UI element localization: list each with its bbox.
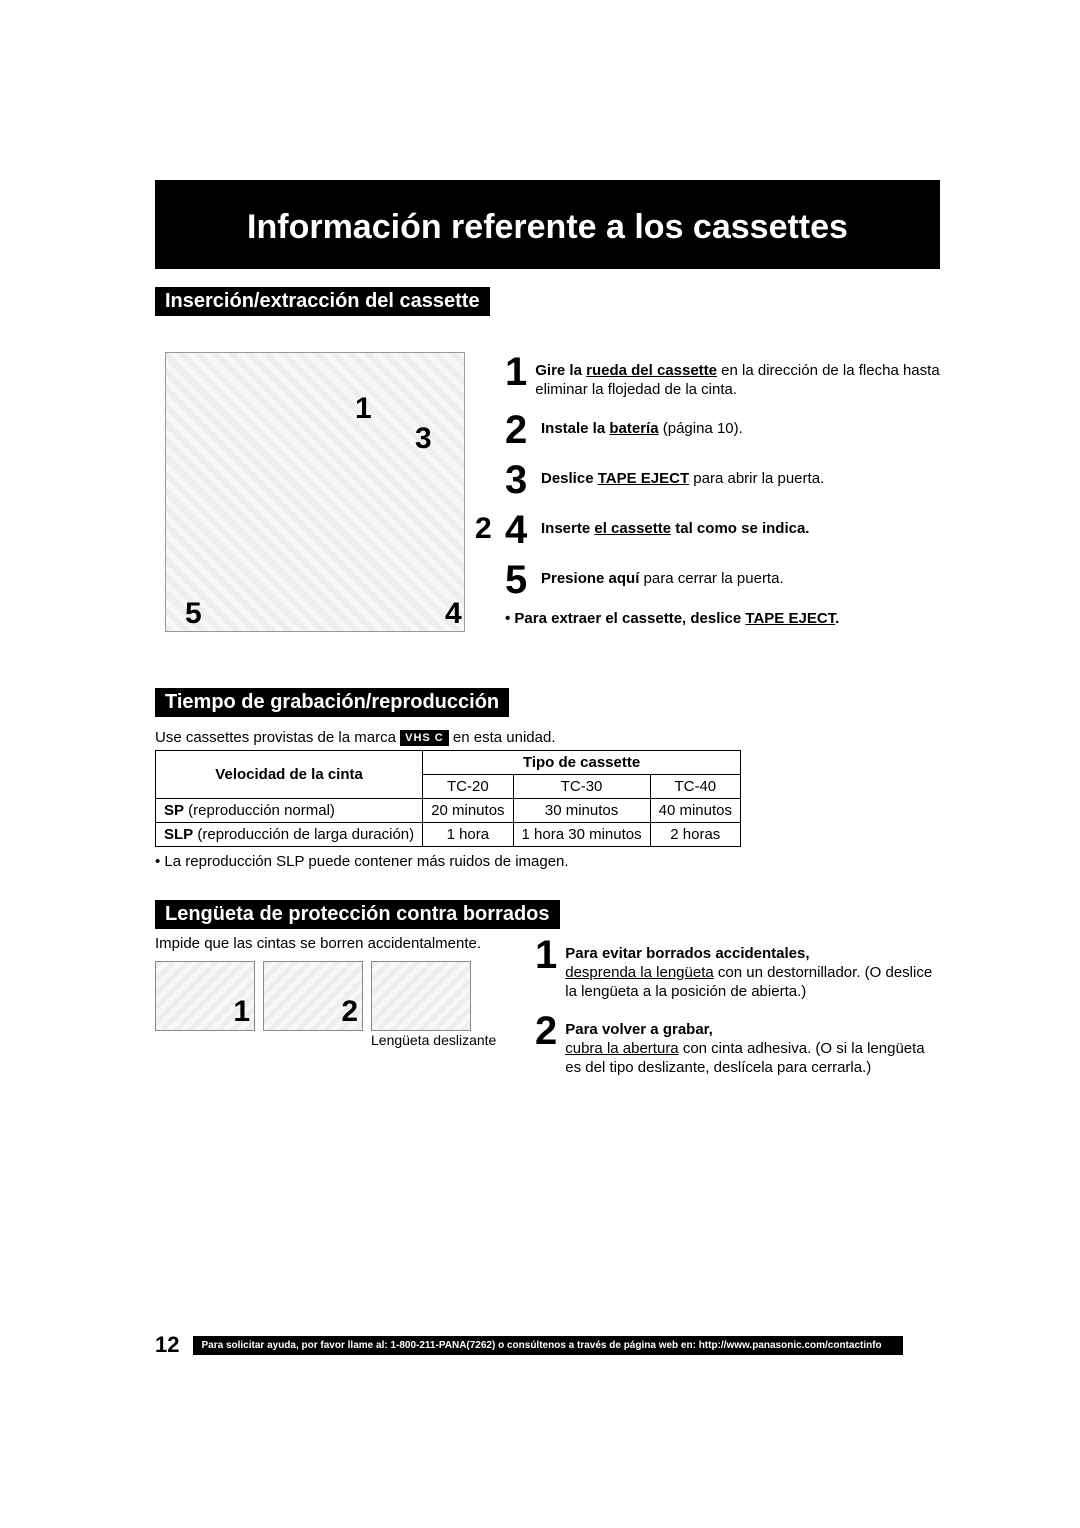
extract-note-post: . bbox=[835, 610, 839, 627]
section3-left: Impide que las cintas se borren accident… bbox=[155, 935, 515, 1088]
step-text: Instale la batería (página 10). bbox=[541, 410, 743, 450]
step-underline: batería bbox=[609, 420, 658, 437]
step-number: 3 bbox=[505, 460, 533, 500]
table-col-group: Tipo de cassette bbox=[423, 751, 741, 775]
cell: 40 minutos bbox=[650, 799, 740, 823]
step-number: 5 bbox=[505, 560, 533, 600]
table-row: SLP (reproducción de larga duración) 1 h… bbox=[156, 823, 741, 847]
step-lead: Presione aquí bbox=[541, 570, 639, 587]
step-number: 2 bbox=[535, 1011, 557, 1077]
cell: 1 hora bbox=[423, 823, 513, 847]
vhsc-logo: VHS C bbox=[400, 730, 449, 746]
callout-1: 1 bbox=[355, 392, 372, 426]
cassette-num-1: 1 bbox=[233, 994, 250, 1030]
page-title-banner: Información referente a los cassettes bbox=[155, 180, 940, 269]
step-underline: desprenda la lengüeta bbox=[565, 964, 713, 981]
callout-3: 3 bbox=[415, 422, 432, 456]
step-text: Para evitar borrados accidentales, despr… bbox=[565, 935, 940, 1001]
camcorder-illustration bbox=[165, 352, 465, 632]
step-2: 2 Instale la batería (página 10). bbox=[505, 410, 940, 450]
page-footer: 12 Para solicitar ayuda, por favor llame… bbox=[155, 1332, 903, 1358]
recording-time-table: Velocidad de la cinta Tipo de cassette T… bbox=[155, 750, 741, 847]
step-bold: Para evitar borrados accidentales, bbox=[565, 945, 809, 962]
intro-pre: Use cassettes provistas de la marca bbox=[155, 729, 400, 746]
cell: 1 hora 30 minutos bbox=[513, 823, 650, 847]
step-number: 1 bbox=[535, 935, 557, 1001]
section-insert-extract: Inserción/extracción del cassette 1 3 2 … bbox=[155, 279, 940, 662]
camcorder-diagram: 1 3 2 4 5 bbox=[155, 322, 505, 662]
row-label: SLP (reproducción de larga duración) bbox=[156, 823, 423, 847]
section3-steps: 1 Para evitar borrados accidentales, des… bbox=[515, 935, 940, 1088]
step-underline: el cassette bbox=[594, 520, 671, 537]
step-bold: Para volver a grabar, bbox=[565, 1021, 713, 1038]
section-recording-time: Tiempo de grabación/reproducción Use cas… bbox=[155, 680, 940, 870]
step-number: 1 bbox=[505, 352, 527, 400]
step-lead: Gire la bbox=[535, 362, 586, 379]
step-underline: rueda del cassette bbox=[586, 362, 717, 379]
cell: 30 minutos bbox=[513, 799, 650, 823]
cassette-num-2: 2 bbox=[341, 994, 358, 1030]
cassette-illustration-3: Lengüeta deslizante bbox=[371, 961, 496, 1048]
cassette-caption: Lengüeta deslizante bbox=[371, 1033, 496, 1048]
extract-note-u: TAPE EJECT bbox=[745, 610, 835, 627]
step-rest: (página 10). bbox=[659, 420, 743, 437]
protect-step-1: 1 Para evitar borrados accidentales, des… bbox=[535, 935, 940, 1001]
step-4: 4 Inserte el cassette tal como se indica… bbox=[505, 510, 940, 550]
step-text: Presione aquí para cerrar la puerta. bbox=[541, 560, 784, 600]
step-text: Gire la rueda del cassette en la direcci… bbox=[535, 352, 940, 400]
callout-4: 4 bbox=[445, 597, 462, 631]
extract-note: • Para extraer el cassette, deslice TAPE… bbox=[505, 610, 940, 629]
table-row: SP (reproducción normal) 20 minutos 30 m… bbox=[156, 799, 741, 823]
intro-post: en esta unidad. bbox=[453, 729, 556, 746]
cassette-illustration-1: 1 bbox=[155, 961, 255, 1048]
callout-5: 5 bbox=[185, 597, 202, 631]
step-1: 1 Gire la rueda del cassette en la direc… bbox=[505, 352, 940, 400]
table-intro: Use cassettes provistas de la marca VHS … bbox=[155, 729, 940, 746]
step-number: 2 bbox=[505, 410, 533, 450]
step-rest: para cerrar la puerta. bbox=[639, 570, 783, 587]
step-5: 5 Presione aquí para cerrar la puerta. bbox=[505, 560, 940, 600]
step-text: Deslice TAPE EJECT para abrir la puerta. bbox=[541, 460, 824, 500]
step-rest: tal como se indica. bbox=[671, 520, 809, 537]
section1-steps: 1 Gire la rueda del cassette en la direc… bbox=[505, 322, 940, 662]
col-tc30: TC-30 bbox=[513, 775, 650, 799]
section3-left-text: Impide que las cintas se borren accident… bbox=[155, 935, 515, 953]
step-text: Para volver a grabar, cubra la abertura … bbox=[565, 1011, 940, 1077]
page-number: 12 bbox=[155, 1332, 179, 1358]
protect-step-2: 2 Para volver a grabar, cubra la abertur… bbox=[535, 1011, 940, 1077]
extract-note-pre: • Para extraer el cassette, deslice bbox=[505, 610, 745, 627]
step-3: 3 Deslice TAPE EJECT para abrir la puert… bbox=[505, 460, 940, 500]
section1-heading: Inserción/extracción del cassette bbox=[155, 287, 490, 316]
callout-2: 2 bbox=[475, 512, 492, 546]
step-rest: para abrir la puerta. bbox=[689, 470, 824, 487]
section-erase-protection: Lengüeta de protección contra borrados I… bbox=[155, 892, 940, 1088]
cell: 20 minutos bbox=[423, 799, 513, 823]
section3-heading: Lengüeta de protección contra borrados bbox=[155, 900, 560, 929]
step-underline: TAPE EJECT bbox=[598, 470, 689, 487]
footer-bar: Para solicitar ayuda, por favor llame al… bbox=[193, 1336, 903, 1355]
step-text: Inserte el cassette tal como se indica. bbox=[541, 510, 809, 550]
step-lead: Deslice bbox=[541, 470, 598, 487]
col-tc40: TC-40 bbox=[650, 775, 740, 799]
col-tc20: TC-20 bbox=[423, 775, 513, 799]
step-underline: cubra la abertura bbox=[565, 1040, 678, 1057]
step-lead: Instale la bbox=[541, 420, 609, 437]
section2-heading: Tiempo de grabación/reproducción bbox=[155, 688, 509, 717]
row-label: SP (reproducción normal) bbox=[156, 799, 423, 823]
step-number: 4 bbox=[505, 510, 533, 550]
table-note: • La reproducción SLP puede contener más… bbox=[155, 853, 940, 870]
cassette-illustration-2: 2 bbox=[263, 961, 363, 1048]
table-corner: Velocidad de la cinta bbox=[156, 751, 423, 799]
cell: 2 horas bbox=[650, 823, 740, 847]
step-lead: Inserte bbox=[541, 520, 594, 537]
